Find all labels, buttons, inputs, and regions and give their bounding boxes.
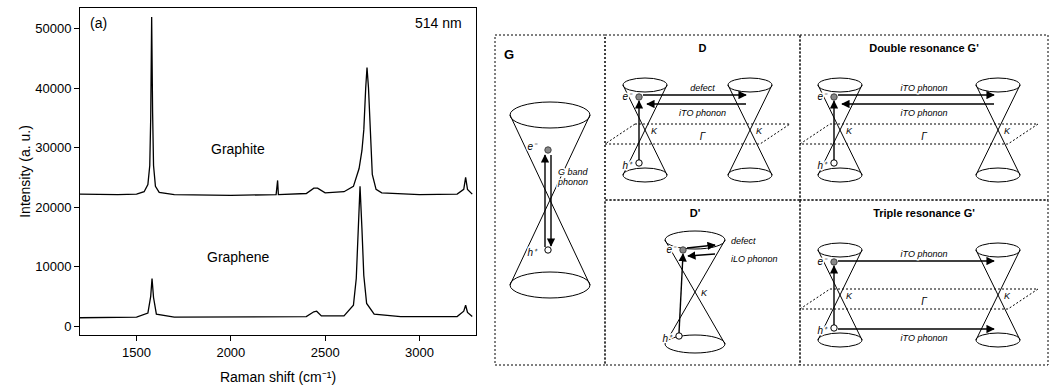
svg-text:e⁻: e⁻ xyxy=(817,256,828,267)
svg-text:e⁻: e⁻ xyxy=(817,91,828,102)
svg-text:Double resonance G': Double resonance G' xyxy=(869,42,979,54)
svg-text:K: K xyxy=(846,126,853,136)
svg-text:40000: 40000 xyxy=(35,81,71,96)
svg-text:K: K xyxy=(651,126,658,136)
svg-text:iLO phonon: iLO phonon xyxy=(731,254,778,264)
svg-text:e⁻: e⁻ xyxy=(666,244,677,255)
svg-text:iTO phonon: iTO phonon xyxy=(901,108,948,118)
svg-text:e⁻: e⁻ xyxy=(622,91,633,102)
svg-text:Raman shift (cm⁻¹): Raman shift (cm⁻¹) xyxy=(220,369,336,385)
svg-text:Graphene: Graphene xyxy=(207,249,269,265)
svg-text:defect: defect xyxy=(690,83,715,93)
svg-text:Γ: Γ xyxy=(921,296,928,307)
svg-text:h⁺: h⁺ xyxy=(622,160,633,171)
svg-text:Intensity (a. u.): Intensity (a. u.) xyxy=(17,125,33,218)
svg-text:K: K xyxy=(756,126,763,136)
svg-text:20000: 20000 xyxy=(35,200,71,215)
svg-text:iTO phonon: iTO phonon xyxy=(679,108,726,118)
svg-text:3000: 3000 xyxy=(405,345,434,360)
svg-text:Graphite: Graphite xyxy=(211,141,265,157)
svg-text:Triple resonance G': Triple resonance G' xyxy=(873,207,975,219)
svg-text:h⁺: h⁺ xyxy=(817,325,828,336)
svg-text:K: K xyxy=(1004,291,1011,301)
svg-text:514 nm: 514 nm xyxy=(415,15,462,31)
svg-text:50000: 50000 xyxy=(35,21,71,36)
svg-text:30000: 30000 xyxy=(35,140,71,155)
svg-text:iTO phonon: iTO phonon xyxy=(901,333,948,343)
svg-text:h⁺: h⁺ xyxy=(817,160,828,171)
svg-text:G bandphonon: G bandphonon xyxy=(557,167,589,187)
svg-text:defect: defect xyxy=(731,236,756,246)
svg-text:Γ: Γ xyxy=(921,131,928,142)
svg-text:(a): (a) xyxy=(90,15,107,31)
svg-text:h⁺: h⁺ xyxy=(527,247,538,258)
svg-text:2000: 2000 xyxy=(216,345,245,360)
svg-text:1500: 1500 xyxy=(122,345,151,360)
svg-text:2500: 2500 xyxy=(311,345,340,360)
svg-text:K: K xyxy=(701,288,708,298)
svg-text:K: K xyxy=(846,291,853,301)
svg-text:h⁺: h⁺ xyxy=(662,333,673,344)
svg-text:10000: 10000 xyxy=(35,259,71,274)
svg-text:Γ: Γ xyxy=(700,131,707,142)
svg-text:G: G xyxy=(504,47,514,62)
svg-text:D': D' xyxy=(690,207,701,219)
svg-text:iTO phonon: iTO phonon xyxy=(901,249,948,259)
svg-text:K: K xyxy=(1004,126,1011,136)
svg-text:D: D xyxy=(699,42,707,54)
svg-text:e⁻: e⁻ xyxy=(527,141,538,152)
svg-text:0: 0 xyxy=(64,319,71,334)
svg-text:iTO phonon: iTO phonon xyxy=(901,83,948,93)
